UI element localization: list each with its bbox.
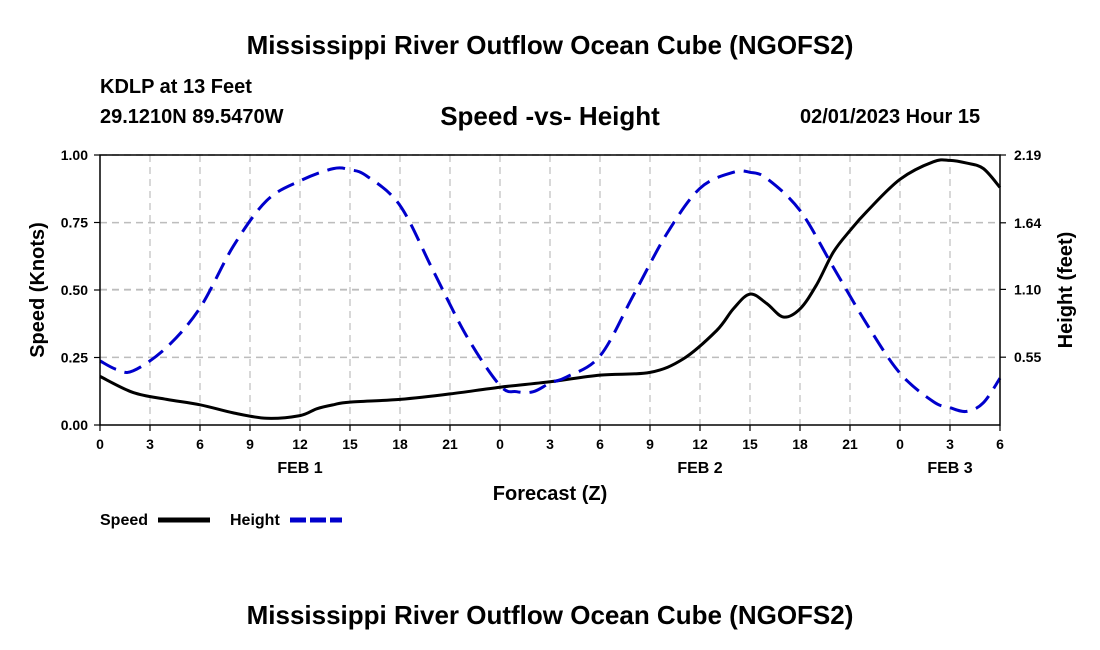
grid xyxy=(100,154,1000,425)
series-speed-line xyxy=(99,158,1002,420)
x-tick-label: 9 xyxy=(246,436,254,452)
x-tick-label: 0 xyxy=(496,436,504,452)
x-tick-label: 12 xyxy=(292,436,308,452)
y2-tick-label: 0.55 xyxy=(1014,349,1041,365)
bottom-title: Mississippi River Outflow Ocean Cube (NG… xyxy=(246,600,854,630)
x-tick-label: 21 xyxy=(842,436,858,452)
x-tick-label: 21 xyxy=(442,436,458,452)
page-title: Mississippi River Outflow Ocean Cube (NG… xyxy=(246,30,854,60)
day-label: FEB 1 xyxy=(277,460,322,477)
x-tick-label: 15 xyxy=(742,436,758,452)
x-tick-label: 18 xyxy=(792,436,808,452)
legend-label-height: Height xyxy=(230,512,280,529)
y2-tick-label: 1.64 xyxy=(1014,215,1041,231)
legend: Speed Height xyxy=(100,512,342,529)
x-tick-label: 3 xyxy=(546,436,554,452)
y2-tick-label: 1.10 xyxy=(1014,281,1041,297)
x-tick-label: 0 xyxy=(896,436,904,452)
x-axis-title: Forecast (Z) xyxy=(493,483,607,505)
x-tick-label: 3 xyxy=(946,436,954,452)
x-tick-label: 18 xyxy=(392,436,408,452)
plot-frame xyxy=(94,154,1006,431)
y-axis-title: Speed (Knots) xyxy=(27,222,49,358)
y-tick-label: 1.00 xyxy=(61,147,88,163)
chart-subtitle: Speed -vs- Height xyxy=(440,101,660,131)
y-tick-label: 0.50 xyxy=(61,282,88,298)
y2-tick-label: 2.19 xyxy=(1014,147,1041,163)
y-tick-label: 0.00 xyxy=(61,417,88,433)
forecast-datetime: 02/01/2023 Hour 15 xyxy=(800,106,981,128)
x-tick-label: 15 xyxy=(342,436,358,452)
series-layer xyxy=(99,158,1002,420)
day-label: FEB 3 xyxy=(927,460,972,477)
legend-label-speed: Speed xyxy=(100,512,148,529)
x-tick-label: 6 xyxy=(196,436,204,452)
station-coordinates: 29.1210N 89.5470W xyxy=(100,106,284,128)
y-tick-label: 0.25 xyxy=(61,350,88,366)
axis-labels: 0 3 6 9 12 15 18 21 0 3 6 9 12 15 18 21 0 3 6 FEB 1 FEB 2 FEB… xyxy=(27,147,1077,505)
y-tick-label: 0.75 xyxy=(61,215,88,231)
day-label: FEB 2 xyxy=(677,460,722,477)
x-tick-label: 12 xyxy=(692,436,708,452)
y2-axis-title: Height (feet) xyxy=(1055,232,1077,349)
x-tick-label: 6 xyxy=(596,436,604,452)
x-tick-label: 0 xyxy=(96,436,104,452)
x-tick-label: 3 xyxy=(146,436,154,452)
x-tick-label: 6 xyxy=(996,436,1004,452)
station-label: KDLP at 13 Feet xyxy=(100,76,252,98)
x-tick-label: 9 xyxy=(646,436,654,452)
